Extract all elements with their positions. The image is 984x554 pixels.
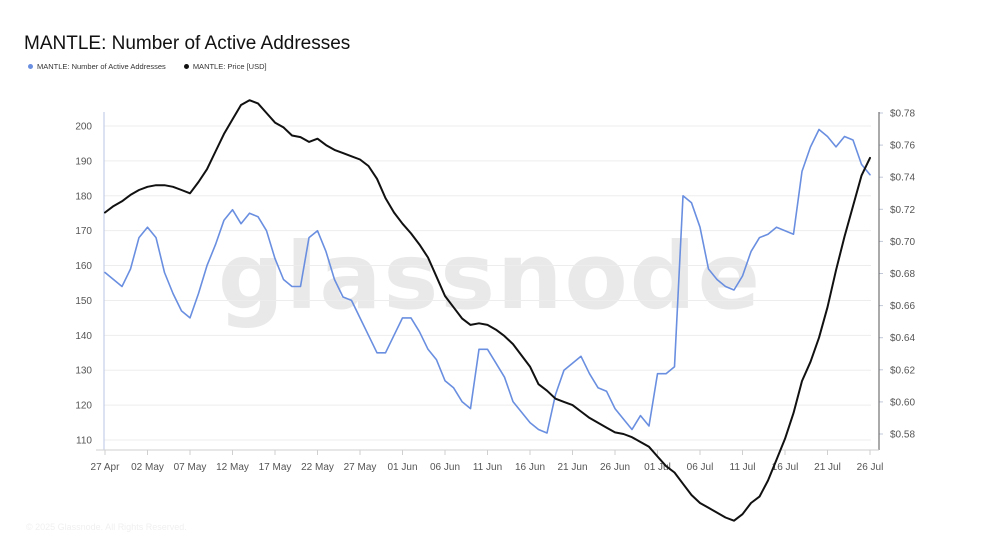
x-tick-label: 11 Jul (730, 462, 756, 473)
series-line-active-addresses (104, 128, 871, 434)
y-right-tick-label: $0.76 (890, 141, 915, 152)
chart-title: MANTLE: Number of Active Addresses (24, 32, 351, 54)
x-tick-label: 26 Jun (600, 462, 630, 473)
y-left-tick-label: 140 (75, 331, 92, 342)
y-right-tick-label: $0.74 (890, 173, 915, 184)
x-tick-label: 21 Jun (557, 462, 587, 473)
legend: MANTLE: Number of Active Addresses MANTL… (28, 62, 267, 71)
y-left-tick-label: 180 (75, 191, 92, 202)
y-right-tick-label: $0.68 (890, 269, 915, 280)
y-left-tick-label: 160 (75, 261, 92, 272)
legend-item-addresses[interactable]: MANTLE: Number of Active Addresses (28, 62, 166, 71)
y-right-tick-label: $0.78 (890, 109, 915, 120)
y-right-tick-label: $0.60 (890, 397, 915, 408)
axes: 110 120 130 140 150 160 170 180 190 200 $0.58 $0.60… (75, 109, 915, 474)
x-tick-label: 12 May (216, 462, 249, 473)
x-tick-label: 21 Jul (814, 462, 841, 473)
legend-dot-price (183, 64, 189, 69)
x-tick-label: 06 Jul (687, 462, 714, 473)
y-right-tick-label: $0.70 (890, 237, 915, 248)
legend-item-price[interactable]: MANTLE: Price [USD] (183, 62, 267, 71)
legend-dot-addresses (28, 64, 33, 69)
y-right-tick-label: $0.62 (890, 365, 915, 376)
y-right-tick-label: $0.66 (890, 301, 915, 312)
y-left-tick-label: 150 (75, 296, 92, 307)
y-right-tick-label: $0.72 (890, 205, 915, 216)
y-right-tick-label: $0.64 (890, 333, 915, 344)
x-tick-label: 27 Apr (91, 462, 121, 473)
series-lines (104, 99, 871, 522)
x-tick-label: 17 May (259, 462, 292, 473)
x-tick-label: 22 May (301, 462, 334, 473)
y-left-tick-label: 130 (75, 366, 92, 377)
legend-label-price: MANTLE: Price [USD] (192, 62, 267, 71)
x-tick-label: 06 Jun (430, 462, 460, 473)
x-tick-label: 07 May (174, 462, 207, 473)
x-tick-label: 11 Jun (473, 462, 502, 473)
x-tick-label: 01 Jul (644, 462, 671, 473)
footer-copyright: © 2025 Glassnode. All Rights Reserved. (26, 522, 187, 532)
grid-lines (104, 125, 871, 441)
y-left-tick-label: 190 (75, 156, 92, 167)
y-left-tick-label: 170 (75, 226, 92, 237)
y-left-tick-label: 200 (75, 122, 92, 133)
x-tick-label: 16 Jun (515, 462, 545, 473)
y-left-tick-label: 110 (76, 436, 92, 447)
series-line-price (104, 99, 871, 522)
x-tick-label: 27 May (344, 462, 377, 473)
x-tick-label: 01 Jun (387, 462, 417, 473)
x-tick-label: 02 May (131, 462, 164, 473)
x-tick-label: 26 Jul (857, 462, 884, 473)
x-tick-label: 16 Jul (772, 462, 799, 473)
y-left-tick-label: 120 (75, 401, 92, 412)
y-right-tick-label: $0.58 (890, 430, 915, 441)
legend-label-addresses: MANTLE: Number of Active Addresses (37, 62, 166, 71)
